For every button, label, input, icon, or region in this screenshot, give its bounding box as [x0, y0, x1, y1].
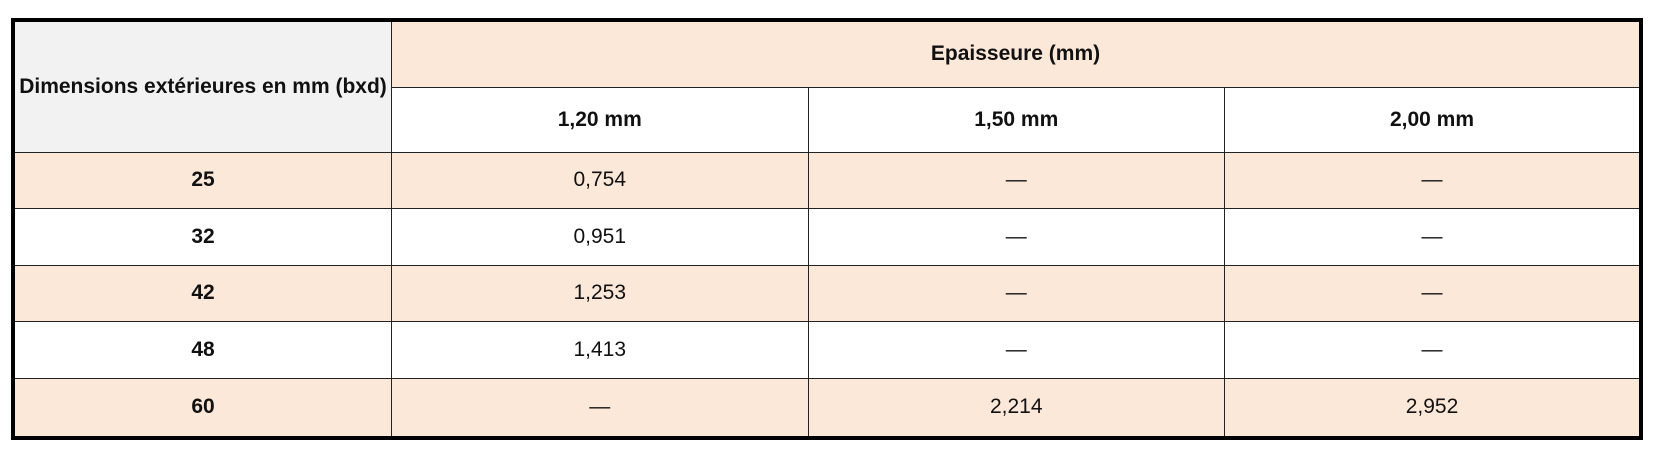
- group-header: Epaisseure (mm): [391, 19, 1642, 88]
- column-header: 1,50 mm: [807, 86, 1225, 153]
- cell: —: [1224, 321, 1642, 379]
- thickness-table: Dimensions extérieures en mm (bxd) Epais…: [11, 18, 1643, 440]
- cell: —: [807, 264, 1225, 323]
- cell: —: [807, 321, 1225, 379]
- cell: —: [807, 151, 1225, 210]
- cell: —: [1224, 264, 1642, 323]
- corner-header: Dimensions extérieures en mm (bxd): [12, 19, 392, 153]
- cell: 1,413: [391, 321, 809, 379]
- row-dimension: 32: [12, 208, 392, 266]
- cell: 0,951: [391, 208, 809, 266]
- table-row: 25 0,754 — —: [12, 151, 1642, 210]
- table-row: 42 1,253 — —: [12, 264, 1642, 323]
- column-header: 1,20 mm: [391, 86, 809, 153]
- cell: —: [391, 377, 809, 439]
- cell: 1,253: [391, 264, 809, 323]
- table-row: 48 1,413 — —: [12, 321, 1642, 379]
- column-header: 2,00 mm: [1224, 86, 1642, 153]
- cell: —: [1224, 151, 1642, 210]
- row-dimension: 60: [12, 377, 392, 439]
- table-row: 32 0,951 — —: [12, 208, 1642, 266]
- row-dimension: 48: [12, 321, 392, 379]
- row-dimension: 25: [12, 151, 392, 210]
- cell: 0,754: [391, 151, 809, 210]
- cell: 2,952: [1224, 377, 1642, 439]
- table-row: 60 — 2,214 2,952: [12, 377, 1642, 439]
- cell: —: [1224, 208, 1642, 266]
- cell: 2,214: [807, 377, 1225, 439]
- cell: —: [807, 208, 1225, 266]
- row-dimension: 42: [12, 264, 392, 323]
